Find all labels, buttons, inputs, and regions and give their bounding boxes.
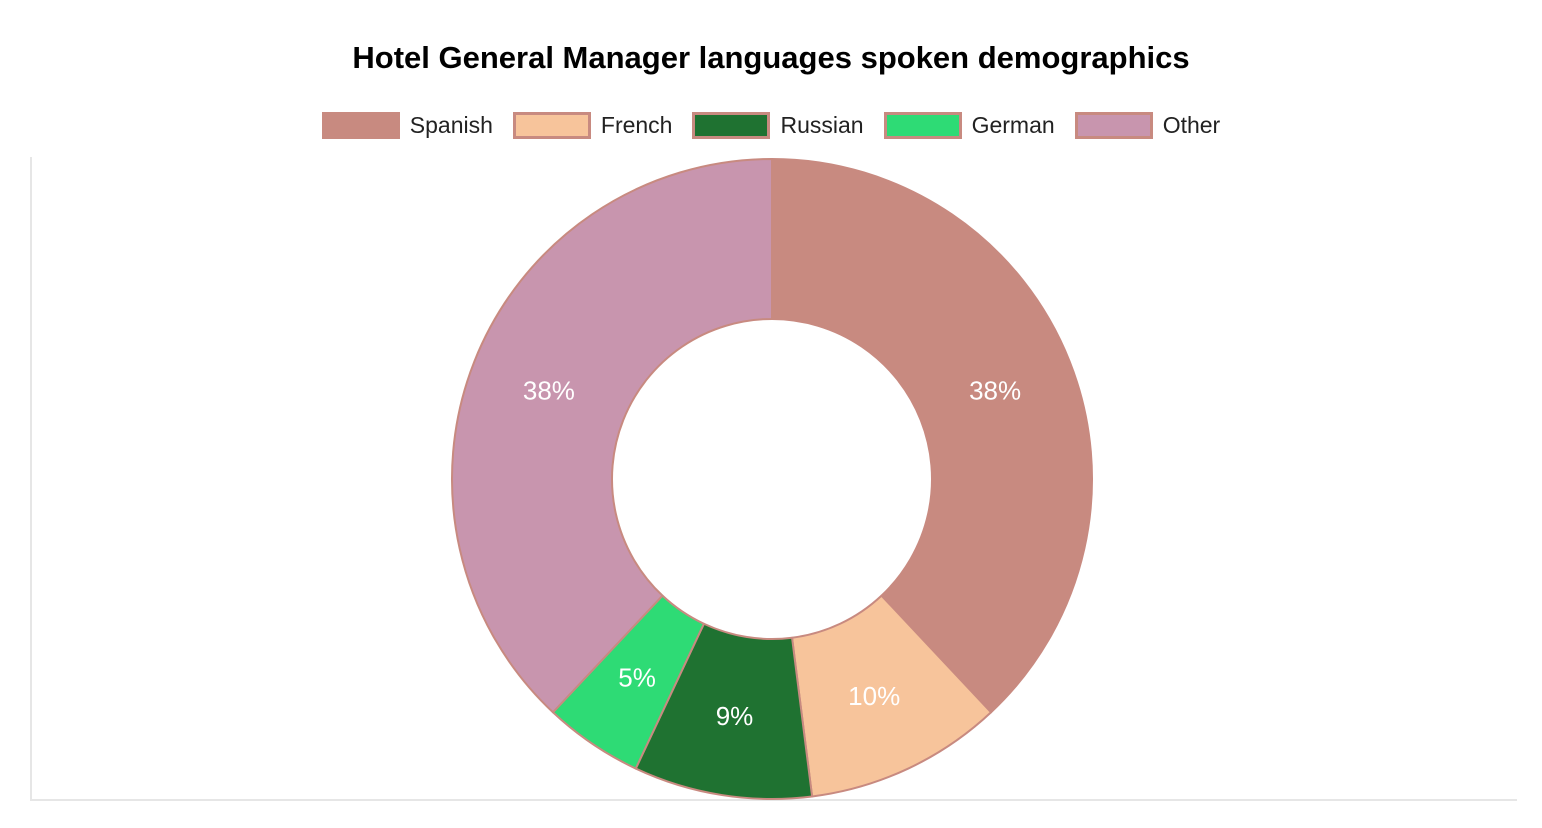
legend-item-russian[interactable]: Russian xyxy=(692,112,864,139)
legend-swatch-french xyxy=(512,112,591,139)
donut-slice-spanish[interactable] xyxy=(771,158,1093,714)
legend-item-spanish[interactable]: Spanish xyxy=(321,112,493,139)
chart-legend: Spanish French Russian German Other xyxy=(0,112,1542,139)
legend-label-spanish: Spanish xyxy=(409,112,493,138)
legend-swatch-other xyxy=(1074,112,1153,139)
legend-swatch-spanish xyxy=(321,112,400,139)
chart-title: Hotel General Manager languages spoken d… xyxy=(352,40,1190,75)
legend-item-french[interactable]: French xyxy=(512,112,673,139)
legend-swatch-german xyxy=(883,112,962,139)
slice-label-german: 5% xyxy=(618,663,656,693)
donut-slice-other[interactable] xyxy=(451,158,773,714)
legend-item-other[interactable]: Other xyxy=(1074,112,1221,139)
legend-label-german: German xyxy=(971,112,1055,138)
legend-swatch-russian xyxy=(692,112,771,139)
legend-item-german[interactable]: German xyxy=(883,112,1055,139)
slice-label-spanish: 38% xyxy=(969,376,1021,406)
slice-label-other: 38% xyxy=(523,376,575,406)
legend-label-french: French xyxy=(600,112,673,138)
legend-label-other: Other xyxy=(1162,112,1221,138)
slice-label-russian: 9% xyxy=(716,701,754,731)
legend-label-russian: Russian xyxy=(780,112,864,138)
slice-label-french: 10% xyxy=(848,681,900,711)
